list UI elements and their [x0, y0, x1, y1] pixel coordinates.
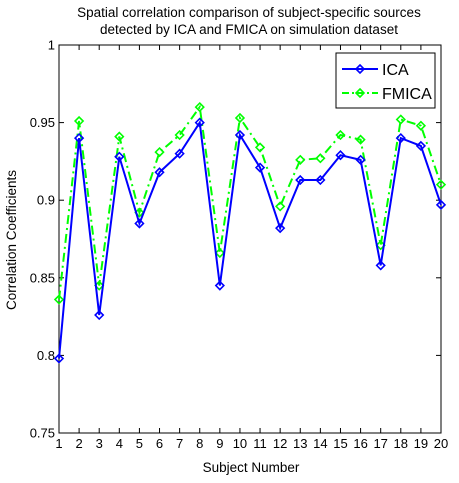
x-tick-label: 8	[196, 436, 203, 451]
x-tick-label: 12	[273, 436, 287, 451]
x-axis-label: Subject Number	[203, 460, 300, 475]
data-point-fmica	[234, 112, 246, 124]
data-point-ica	[395, 132, 406, 144]
x-tick-label: 4	[116, 436, 123, 451]
legend-box	[335, 52, 436, 109]
data-point-ica	[114, 151, 125, 162]
y-tick-label: 0.75	[30, 426, 55, 441]
x-tick-label: 17	[373, 436, 387, 451]
series-line-fmica	[58, 104, 442, 300]
x-tick-label: 1	[55, 436, 62, 451]
x-tick-label: 9	[216, 436, 223, 451]
x-tick-label: 18	[394, 436, 408, 451]
y-tick-label: 0.8	[37, 348, 55, 363]
y-tick-label: 0.85	[30, 270, 55, 285]
x-tick-label: 7	[176, 436, 183, 451]
data-point-fmica	[275, 201, 286, 212]
data-point-ica	[134, 218, 145, 229]
legend-marker-fmica	[354, 87, 366, 99]
x-tick-label: 2	[75, 436, 82, 451]
data-point-fmica	[435, 179, 447, 190]
y-tick-label: 0.95	[30, 115, 55, 130]
data-point-ica	[375, 260, 386, 271]
x-tick-label: 10	[233, 436, 247, 451]
data-point-fmica	[335, 129, 346, 141]
data-point-fmica	[174, 129, 185, 141]
x-tick-label: 11	[253, 436, 267, 451]
data-point-ica	[254, 162, 266, 173]
data-point-fmica	[254, 142, 266, 153]
data-point-fmica	[315, 153, 326, 164]
data-point-ica	[53, 353, 65, 364]
data-point-ica	[355, 154, 366, 165]
x-tick-label: 14	[313, 436, 327, 451]
data-point-fmica	[415, 120, 427, 131]
x-tick-label: 5	[136, 436, 143, 451]
data-point-ica	[194, 117, 205, 128]
data-point-ica	[94, 309, 105, 321]
data-point-fmica	[114, 131, 125, 142]
data-point-ica	[275, 223, 286, 234]
y-axis-label: Correlation Coefficients	[4, 170, 19, 310]
x-tick-label: 19	[414, 436, 428, 451]
data-point-fmica	[355, 134, 366, 145]
data-point-fmica	[395, 114, 406, 125]
x-tick-label: 3	[96, 436, 103, 451]
x-tick-label: 15	[333, 436, 347, 451]
data-point-fmica	[194, 101, 205, 113]
data-point-ica	[234, 129, 246, 141]
data-point-ica	[154, 167, 165, 178]
x-tick-label: 6	[156, 436, 163, 451]
chart-title-line-2: detected by ICA and FMICA on simulation …	[100, 22, 398, 37]
x-tick-label: 20	[434, 436, 448, 451]
data-point-ica	[174, 148, 185, 159]
plot-frame	[58, 44, 442, 434]
x-tick-label: 13	[293, 436, 307, 451]
data-point-ica	[73, 132, 85, 144]
legend-label-fmica: FMICA	[382, 86, 432, 103]
data-point-fmica	[154, 146, 165, 158]
y-tick-label: 1	[48, 38, 55, 53]
series-line-ica	[58, 119, 442, 359]
x-tick-label: 16	[353, 436, 367, 451]
data-point-fmica	[214, 247, 225, 259]
data-point-ica	[295, 174, 306, 186]
y-tick-label: 0.9	[37, 193, 55, 208]
data-point-ica	[435, 199, 447, 210]
data-point-fmica	[53, 294, 65, 305]
legend-label-ica: ICA	[382, 62, 409, 79]
chart-title-line-1: Spatial correlation comparison of subjec…	[77, 5, 421, 20]
data-point-ica	[335, 150, 346, 161]
data-point-ica	[415, 140, 427, 152]
data-point-ica	[214, 280, 225, 291]
legend-marker-ica	[354, 63, 366, 75]
data-point-ica	[315, 174, 326, 186]
data-point-fmica	[295, 154, 306, 165]
data-point-fmica	[73, 115, 85, 127]
